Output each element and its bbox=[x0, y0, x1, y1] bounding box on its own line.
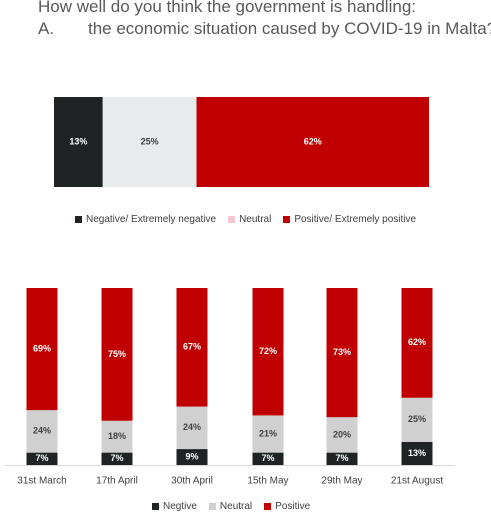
legend-swatch bbox=[283, 216, 291, 223]
chart-title-line-1: How well do you think the government is … bbox=[38, 0, 416, 16]
bar-data-label: 24% bbox=[183, 422, 201, 432]
x-tick-label: 29th May bbox=[321, 476, 362, 487]
top-bar-data-label: 13% bbox=[69, 136, 87, 146]
bar-segment-negative bbox=[101, 452, 133, 465]
bar-segment-positive bbox=[176, 288, 208, 407]
x-tick-label: 21st August bbox=[391, 476, 443, 487]
bar-data-label: 13% bbox=[408, 448, 426, 458]
legend-item-negative: Negtive bbox=[152, 501, 197, 512]
bar-segment-negative bbox=[26, 452, 58, 465]
bar-segment-positive bbox=[26, 288, 58, 411]
x-tick-label: 15th May bbox=[247, 476, 288, 487]
legend-item-neutral: Neutral bbox=[228, 214, 271, 225]
bar-data-label: 72% bbox=[259, 346, 277, 356]
bar-segment-positive bbox=[401, 288, 433, 398]
bar-segment-negative bbox=[326, 452, 358, 465]
legend-swatch bbox=[264, 503, 272, 510]
legend-label: Negtive bbox=[163, 501, 197, 512]
bar-data-label: 7% bbox=[110, 453, 123, 463]
top-bar-data-label: 25% bbox=[141, 136, 159, 146]
legend-label: Negative/ Extremely negative bbox=[86, 214, 217, 225]
legend-label: Neutral bbox=[219, 501, 253, 512]
bar-segment-neutral bbox=[176, 406, 208, 450]
bar-data-label: 73% bbox=[333, 347, 351, 357]
bar-segment-neutral bbox=[101, 420, 133, 453]
x-tick-label: 30th April bbox=[171, 476, 213, 487]
bar-data-label: 62% bbox=[408, 337, 426, 347]
top-bar-segment-negative bbox=[54, 97, 103, 187]
title-item-number: A. bbox=[38, 19, 55, 38]
bar-segment-neutral bbox=[326, 417, 358, 453]
legend-swatch bbox=[228, 216, 236, 223]
legend-bottom-chart: Negtive Neutral Positive bbox=[152, 501, 322, 512]
bar-segment-positive bbox=[101, 288, 133, 421]
legend-top-chart: Negative/ Extremely negative Neutral Pos… bbox=[75, 214, 428, 225]
legend-swatch bbox=[75, 216, 82, 223]
legend-item-positive: Positive/ Extremely positive bbox=[283, 214, 416, 225]
bar-segment-negative bbox=[252, 452, 284, 465]
title-item-text: the economic situation caused by COVID-1… bbox=[88, 19, 491, 38]
legend-item-negative: Negative/ Extremely negative bbox=[75, 214, 216, 225]
bar-data-label: 69% bbox=[33, 343, 51, 353]
legend-swatch bbox=[152, 503, 159, 510]
chart-title-line-2: A. the economic situation caused by COVID… bbox=[38, 19, 491, 39]
legend-label: Positive/ Extremely positive bbox=[294, 214, 417, 225]
bar-segment-negative bbox=[176, 449, 208, 465]
legend-swatch bbox=[208, 503, 216, 510]
bar-data-label: 20% bbox=[333, 429, 351, 439]
top-bar-segment-neutral bbox=[102, 97, 197, 187]
bar-data-label: 7% bbox=[35, 453, 48, 463]
bar-data-label: 7% bbox=[261, 453, 274, 463]
bar-data-label: 7% bbox=[335, 453, 348, 463]
x-tick-label: 31st March bbox=[17, 476, 66, 487]
bar-data-label: 25% bbox=[408, 414, 426, 424]
top-bar-segment-positive bbox=[196, 97, 429, 187]
bar-data-label: 67% bbox=[183, 342, 201, 352]
x-tick-label: 17th April bbox=[96, 476, 138, 487]
bar-data-label: 18% bbox=[108, 431, 126, 441]
bar-data-label: 75% bbox=[108, 349, 126, 359]
bar-data-label: 9% bbox=[185, 451, 198, 461]
legend-label: Neutral bbox=[239, 214, 272, 225]
bar-segment-positive bbox=[252, 288, 284, 416]
bar-segment-neutral bbox=[401, 397, 433, 442]
bar-data-label: 21% bbox=[259, 428, 277, 438]
top-bar-data-label: 62% bbox=[304, 136, 322, 146]
bar-data-label: 24% bbox=[33, 426, 51, 436]
bar-segment-negative bbox=[401, 441, 433, 465]
bar-segment-neutral bbox=[252, 415, 284, 453]
bar-segment-neutral bbox=[26, 410, 58, 453]
legend-item-positive: Positive bbox=[264, 501, 310, 512]
legend-item-neutral: Neutral bbox=[208, 501, 253, 512]
bar-segment-positive bbox=[326, 288, 358, 418]
legend-label: Positive bbox=[275, 501, 311, 512]
